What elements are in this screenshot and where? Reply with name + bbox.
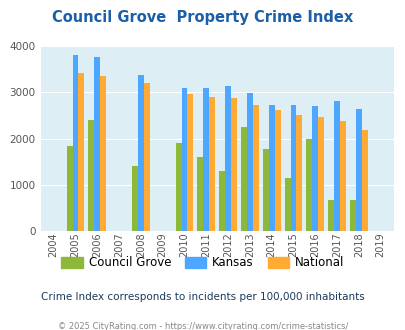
Bar — [246, 93, 252, 231]
Bar — [306, 139, 311, 231]
Bar — [318, 117, 323, 231]
Bar — [333, 101, 339, 231]
Bar — [143, 83, 149, 231]
Bar — [138, 75, 143, 231]
Bar — [274, 110, 280, 231]
Bar — [181, 88, 187, 231]
Bar — [361, 130, 367, 231]
Bar — [132, 166, 138, 231]
Bar — [268, 105, 274, 231]
Bar — [241, 127, 246, 231]
Bar — [66, 146, 72, 231]
Text: Council Grove  Property Crime Index: Council Grove Property Crime Index — [52, 10, 353, 25]
Bar — [175, 143, 181, 231]
Bar — [197, 157, 203, 231]
Bar — [219, 171, 225, 231]
Bar — [328, 200, 333, 231]
Text: Crime Index corresponds to incidents per 100,000 inhabitants: Crime Index corresponds to incidents per… — [41, 292, 364, 302]
Bar — [78, 73, 84, 231]
Bar — [94, 57, 100, 231]
Bar — [311, 106, 318, 231]
Bar — [262, 149, 268, 231]
Bar — [252, 105, 258, 231]
Legend: Council Grove, Kansas, National: Council Grove, Kansas, National — [56, 252, 349, 274]
Text: © 2025 CityRating.com - https://www.cityrating.com/crime-statistics/: © 2025 CityRating.com - https://www.city… — [58, 322, 347, 330]
Bar — [296, 115, 302, 231]
Bar — [230, 98, 237, 231]
Bar — [355, 110, 361, 231]
Bar — [225, 86, 230, 231]
Bar — [203, 88, 209, 231]
Bar — [88, 120, 94, 231]
Bar — [100, 76, 106, 231]
Bar — [209, 97, 215, 231]
Bar — [187, 94, 193, 231]
Bar — [339, 121, 345, 231]
Bar — [349, 200, 355, 231]
Bar — [290, 105, 296, 231]
Bar — [284, 178, 290, 231]
Bar — [72, 54, 78, 231]
